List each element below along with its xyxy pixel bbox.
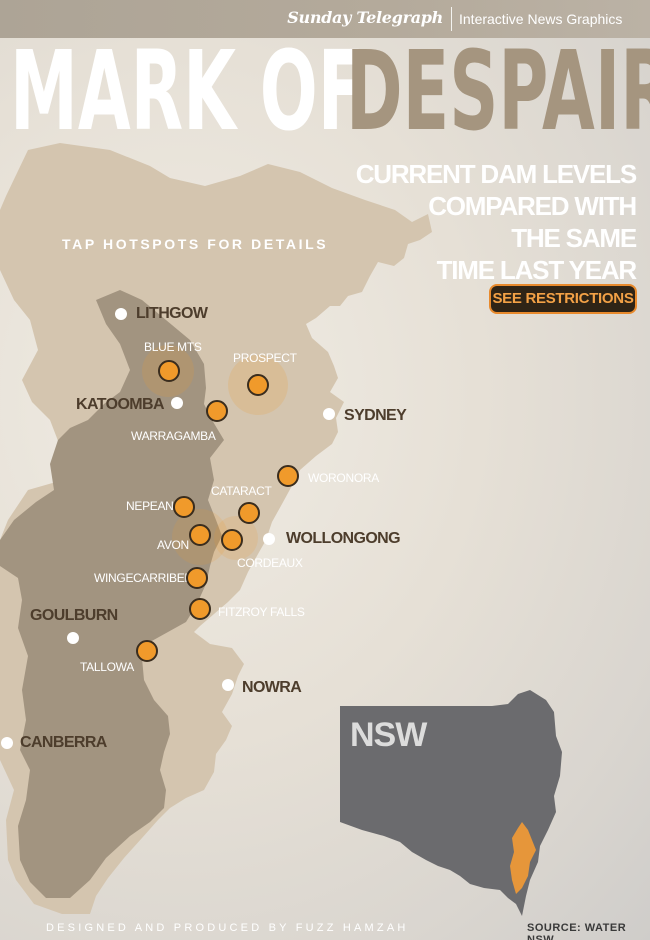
town-dot-lithgow <box>115 308 127 320</box>
town-label-katoomba: KATOOMBA <box>76 396 165 413</box>
dam-label-blue-mts: BLUE MTS <box>144 340 202 354</box>
town-dot-goulburn <box>67 632 79 644</box>
hotspot-woronora[interactable] <box>277 465 299 487</box>
header-divider <box>451 7 452 31</box>
subtitle-line: THE SAME <box>511 223 637 253</box>
dam-label-cordeaux: CORDEAUX <box>237 556 303 570</box>
subtitle: CURRENT DAM LEVELS COMPARED WITH THE SAM… <box>336 158 638 286</box>
hotspot-nepean[interactable] <box>173 496 195 518</box>
town-label-canberra: CANBERRA <box>20 734 107 751</box>
hotspot-prospect[interactable] <box>247 374 269 396</box>
town-label-sydney: SYDNEY <box>344 407 407 424</box>
town-dot-katoomba <box>171 397 183 409</box>
credit-text: DESIGNED AND PRODUCED BY FUZZ HAMZAH <box>46 922 409 934</box>
dam-label-nepean: NEPEAN <box>126 499 174 513</box>
dam-label-fitzroy-falls: FITZROY FALLS <box>218 605 305 619</box>
hotspot-tallowa[interactable] <box>136 640 158 662</box>
headline-part-2: DESPAIR <box>346 27 650 155</box>
nsw-inset-map <box>340 690 562 916</box>
dam-label-avon: AVON <box>157 538 189 552</box>
headline: MARK OF DESPAIR <box>10 27 650 155</box>
hotspot-blue-mts[interactable] <box>158 360 180 382</box>
town-label-goulburn: GOULBURN <box>30 607 118 624</box>
subtitle-line: CURRENT DAM LEVELS <box>355 159 637 189</box>
header-bar: Sunday Telegraph Interactive News Graphi… <box>0 0 650 38</box>
nsw-catchment-highlight <box>510 822 536 894</box>
nsw-inset-label: NSW <box>350 716 427 754</box>
hotspot-cataract[interactable] <box>238 502 260 524</box>
headline-part-1: MARK OF <box>10 27 365 155</box>
town-dot-nowra <box>222 679 234 691</box>
dam-label-warragamba: WARRAGAMBA <box>131 429 216 443</box>
hotspot-warragamba[interactable] <box>206 400 228 422</box>
town-dot-sydney <box>323 408 335 420</box>
see-restrictions-button[interactable]: SEE RESTRICTIONS <box>489 284 637 314</box>
hotspot-wingecarribee[interactable] <box>186 567 208 589</box>
hotspot-cordeaux[interactable] <box>221 529 243 551</box>
town-label-wollongong: WOLLONGONG <box>286 530 401 547</box>
hotspot-fitzroy-falls[interactable] <box>189 598 211 620</box>
town-label-nowra: NOWRA <box>242 679 302 696</box>
brand-subtitle: Interactive News Graphics <box>459 11 623 27</box>
dam-label-tallowa: TALLOWA <box>80 660 134 674</box>
dam-label-cataract: CATARACT <box>211 484 272 498</box>
town-dot-canberra <box>1 737 13 749</box>
town-dot-wollongong <box>263 533 275 545</box>
town-label-lithgow: LITHGOW <box>136 305 208 322</box>
brand-logo: Sunday Telegraph <box>287 8 443 27</box>
instruction-text: TAP HOTSPOTS FOR DETAILS <box>62 236 329 252</box>
subtitle-line: COMPARED WITH <box>428 191 637 221</box>
subtitle-line: TIME LAST YEAR <box>436 255 638 285</box>
inner-region <box>0 290 224 898</box>
dam-label-prospect: PROSPECT <box>233 351 297 365</box>
dam-label-wingecarribee: WINGECARRIBEE <box>94 571 193 585</box>
source-text: SOURCE: WATER NSW <box>527 922 627 940</box>
hotspot-avon[interactable] <box>189 524 211 546</box>
dam-label-woronora: WORONORA <box>308 471 379 485</box>
